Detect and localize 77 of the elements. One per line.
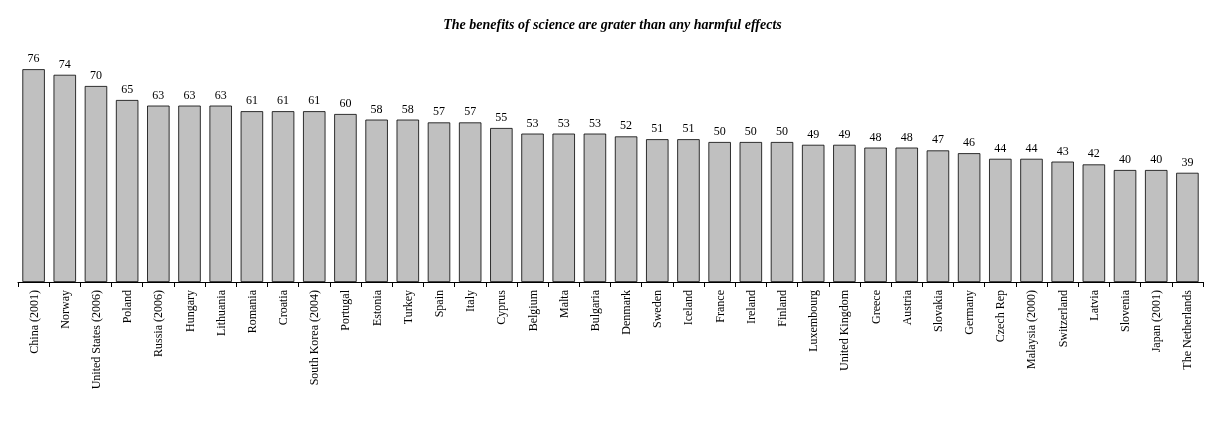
data-label: 65 [121,82,134,96]
data-label: 76 [27,51,40,66]
chart-title: The benefits of science are grater than any harmful effects [443,16,783,32]
x-tick-label: Iceland [681,290,696,326]
data-label: 46 [963,135,976,150]
x-tick-label: Belgium [525,289,540,332]
data-label: 44 [994,140,1007,155]
data-label: 48 [900,129,913,144]
data-label: 48 [869,129,882,144]
x-tick-label: Spain [431,290,446,318]
data-label: 53 [526,115,539,130]
data-label: 50 [744,124,757,138]
data-label: 53 [557,115,570,130]
data-label: 39 [1181,154,1194,169]
x-tick-label: Croatia [276,289,291,326]
x-tick-label: Norway [57,290,72,329]
x-tick-label: United Kingdom [837,289,852,371]
x-tick-label: Slovenia [1118,289,1133,332]
x-tick-label: Cyprus [494,289,509,325]
data-label: 57 [464,104,477,119]
data-label: 51 [651,121,664,136]
data-label: 49 [807,126,820,141]
data-label: 52 [620,118,633,133]
x-tick-label: Turkey [400,290,415,325]
x-tick-label: Czech Rep [993,290,1008,343]
x-tick-label: Portugal [338,289,353,331]
data-label: 53 [588,115,601,130]
data-label: 74 [58,56,71,71]
data-label: 55 [495,110,508,124]
x-tick-label: Ireland [743,290,758,324]
data-label: 50 [713,124,726,138]
x-tick-label: Estonia [369,289,384,326]
x-tick-label: Bulgaria [587,289,602,332]
x-tick-label: Italy [463,290,478,312]
x-tick-label: Denmark [619,290,634,335]
x-tick-label: The Netherlands [1180,289,1195,370]
data-label: 63 [152,87,165,102]
data-label: 43 [1056,143,1069,158]
x-tick-label: Malta [556,289,571,318]
data-label: 42 [1087,146,1100,161]
x-tick-label: Hungary [182,290,197,332]
x-tick-label: Finland [775,290,790,327]
x-tick-label: Poland [120,290,135,324]
data-label: 40 [1150,152,1163,166]
data-label: 61 [245,93,258,108]
x-tick-label: France [712,290,727,323]
data-label: 61 [308,93,321,108]
x-tick-label: Sweden [650,290,665,328]
x-tick-label: Japan (2001) [1149,290,1164,353]
data-label: 51 [682,121,695,136]
x-tick-label: Germany [962,290,977,335]
x-tick-label: Lithuania [213,289,228,336]
x-tick-label: Greece [868,290,883,324]
data-label: 50 [776,124,789,138]
data-label: 49 [838,126,851,141]
x-tick-label: China (2001) [26,290,41,354]
data-label: 63 [214,87,227,102]
x-tick-label: Luxembourg [806,290,821,352]
data-label: 60 [339,96,352,110]
x-tick-label: Slovakia [930,289,945,332]
data-label: 58 [401,101,414,116]
data-label: 40 [1119,152,1132,166]
x-tick-label: Russia (2006) [151,290,166,357]
x-tick-label: Austria [899,289,914,326]
x-tick-label: South Korea (2004) [307,290,322,386]
data-label: 61 [277,93,290,108]
x-tick-label: United States (2006) [88,290,103,390]
data-label: 44 [1025,140,1038,155]
x-tick-label: Switzerland [1055,290,1070,348]
data-label: 57 [432,104,445,119]
data-label: 63 [183,87,196,102]
x-tick-label: Latvia [1086,289,1101,321]
data-label: 47 [931,132,944,147]
data-label: 58 [370,101,383,116]
data-label: 70 [89,68,102,82]
x-tick-label: Romania [244,289,259,334]
x-tick-label: Malaysia (2000) [1024,290,1039,369]
